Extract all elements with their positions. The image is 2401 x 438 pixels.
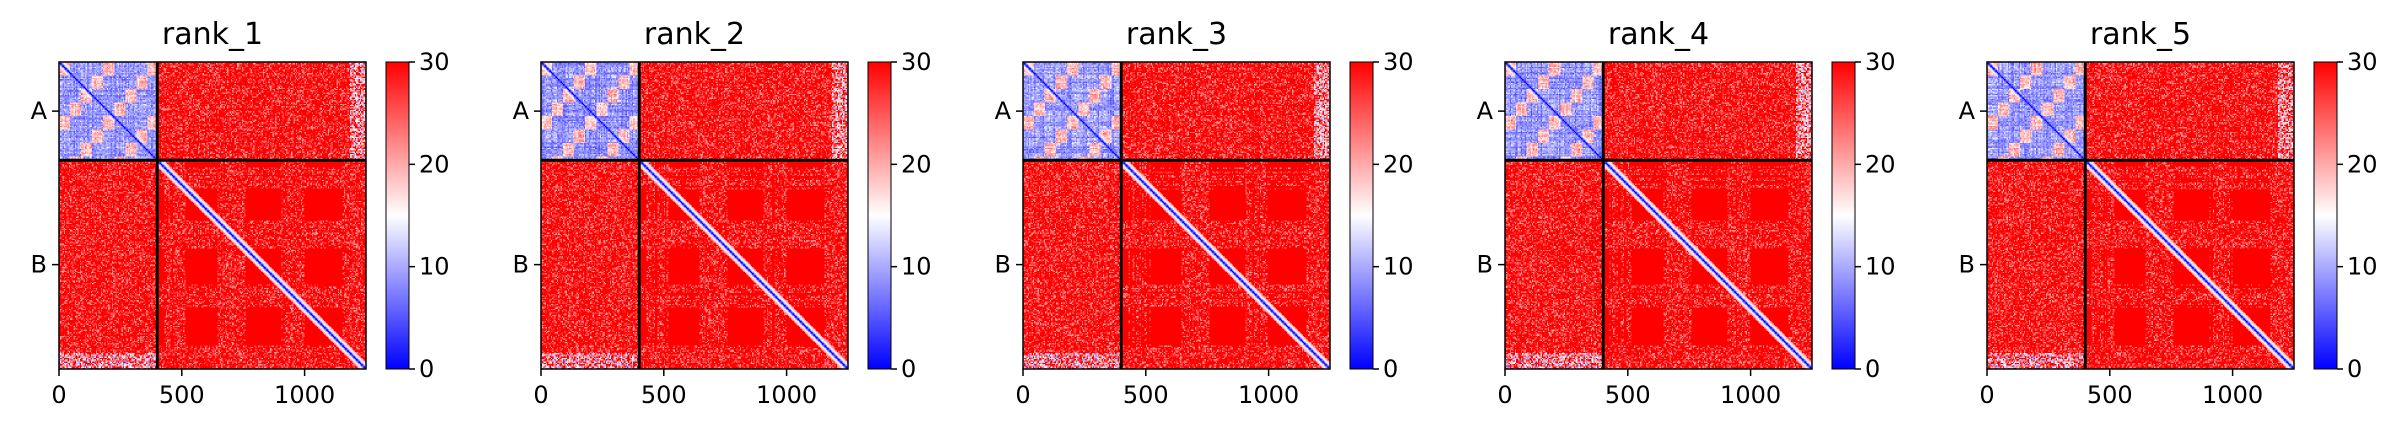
heatmap-panel: rank_3 0 500 1000 A B 0 10 20 30	[995, 17, 1414, 409]
chain-label: A	[513, 97, 530, 125]
colorbar-tick-label: 10	[1383, 253, 1414, 281]
chain-label: B	[513, 251, 529, 279]
x-tick-label: 0	[533, 381, 548, 409]
chain-label: B	[1477, 251, 1493, 279]
colorbar	[1349, 61, 1374, 370]
colorbar	[867, 61, 892, 370]
x-tick-label: 500	[159, 381, 205, 409]
colorbar-tick-label: 30	[2347, 48, 2378, 76]
chain-label: A	[1959, 97, 1976, 125]
colorbar	[385, 61, 410, 370]
chain-label: B	[1959, 251, 1975, 279]
colorbar-tick-label: 20	[2347, 150, 2378, 178]
panel-title: rank_2	[644, 17, 745, 52]
colorbar-tick-label: 10	[419, 253, 450, 281]
x-tick-label: 0	[51, 381, 66, 409]
x-tick-label: 1000	[1238, 381, 1299, 409]
heatmap-image	[59, 62, 366, 369]
panel-title: rank_4	[1608, 17, 1709, 52]
colorbar	[1831, 61, 1856, 370]
chain-label: A	[31, 97, 48, 125]
x-tick-label: 1000	[756, 381, 817, 409]
panel-title: rank_3	[1126, 17, 1227, 52]
x-tick-label: 0	[1015, 381, 1030, 409]
heatmap-panel: rank_1 0 500 1000 A B 0 10 20 30	[31, 17, 450, 409]
x-tick-label: 500	[1123, 381, 1169, 409]
colorbar-tick-label: 20	[419, 150, 450, 178]
colorbar-tick-label: 0	[1383, 355, 1398, 383]
colorbar-tick-label: 20	[901, 150, 932, 178]
colorbar-tick-label: 0	[419, 355, 434, 383]
colorbar-tick-label: 0	[2347, 355, 2362, 383]
x-tick-label: 500	[2087, 381, 2133, 409]
colorbar-tick-label: 10	[1865, 253, 1896, 281]
plot-frame	[1022, 61, 1331, 370]
x-tick-label: 0	[1497, 381, 1512, 409]
colorbar-tick-label: 0	[1865, 355, 1880, 383]
colorbar-tick-label: 0	[901, 355, 916, 383]
heatmap-panel: rank_4 0 500 1000 A B 0 10 20 30	[1477, 17, 1896, 409]
chain-label: A	[995, 97, 1012, 125]
x-tick-label: 1000	[2202, 381, 2263, 409]
heatmap-image	[1505, 62, 1812, 369]
heatmap-panel: rank_2 0 500 1000 A B 0 10 20 30	[513, 17, 932, 409]
colorbar-tick-label: 10	[2347, 253, 2378, 281]
colorbar-tick-label: 30	[1383, 48, 1414, 76]
colorbar-tick-label: 20	[1865, 150, 1896, 178]
colorbar-tick-label: 20	[1383, 150, 1414, 178]
x-tick-label: 1000	[1720, 381, 1781, 409]
heatmap-image	[1987, 62, 2294, 369]
colorbar-tick-label: 30	[901, 48, 932, 76]
plot-frame	[1504, 61, 1813, 370]
plot-frame	[1986, 61, 2295, 370]
x-tick-label: 1000	[274, 381, 335, 409]
x-tick-label: 500	[1605, 381, 1651, 409]
x-tick-label: 0	[1979, 381, 1994, 409]
colorbar-tick-label: 30	[419, 48, 450, 76]
plot-frame	[58, 61, 367, 370]
colorbar-tick-label: 30	[1865, 48, 1896, 76]
colorbar-tick-label: 10	[901, 253, 932, 281]
plot-frame	[540, 61, 849, 370]
chain-label: B	[995, 251, 1011, 279]
heatmap-panel: rank_5 0 500 1000 A B 0 10 20 30	[1959, 17, 2378, 409]
panel-title: rank_5	[2090, 17, 2191, 52]
panel-title: rank_1	[162, 17, 263, 52]
chain-label: A	[1477, 97, 1494, 125]
colorbar	[2313, 61, 2338, 370]
x-tick-label: 500	[641, 381, 687, 409]
heatmap-image	[1023, 62, 1330, 369]
heatmap-image	[541, 62, 848, 369]
chain-label: B	[31, 251, 47, 279]
